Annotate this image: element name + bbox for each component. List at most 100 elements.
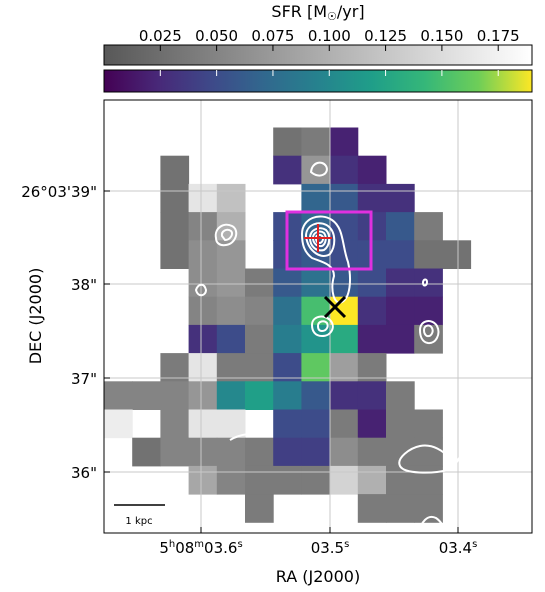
colorbar-gray [103,44,533,66]
contour-bottom-corner [419,516,447,533]
sfr-pixel [160,155,190,185]
sfr-pixel [216,324,246,354]
sfr-pixel [273,155,302,185]
sfr-pixel [386,240,415,269]
sfr-pixel [245,296,274,326]
sfr-pixel [357,381,387,410]
sfr-pixel [357,183,387,213]
sfr-pixel [273,353,302,382]
sfr-pixel [301,465,331,495]
sfr-pixel [216,183,246,213]
scale-bar: 1 kpc [114,504,165,527]
sfr-pixel [386,324,415,354]
contour-main-3 [308,227,331,252]
sfr-pixels [104,127,472,523]
sfr-pixel [386,465,415,495]
sfr-pixel [386,183,415,213]
sfr-pixel [386,381,415,410]
x-axis-title: RA (J2000) [276,567,360,586]
sfr-pixel [414,268,443,298]
sfr-pixel [273,409,302,439]
sfr-pixel [160,240,190,269]
sfr-pixel [104,381,133,410]
black-x-marker [323,295,347,319]
sfr-pixel [301,268,331,298]
y-tick-label-2: 38" [71,276,97,294]
sfr-pixel [273,437,302,467]
sfr-pixel [216,409,246,439]
axis-ticks [104,190,459,533]
sfr-pixel [329,465,359,495]
sfr-pixel [273,381,302,410]
colorbar-tick-label: 0.025 [139,27,182,45]
sfr-pixel [301,353,331,382]
sfr-pixel [357,268,387,298]
sfr-pixel [216,465,246,495]
colorbar-tick-label: 0.150 [420,27,463,45]
sfr-pixel [160,212,190,241]
contour-main-2 [304,222,336,257]
sfr-pixel [188,353,218,382]
sfr-pixel [386,212,415,241]
sfr-pixel [188,212,218,241]
sfr-pixel [329,183,359,213]
sfr-pixel [386,437,415,467]
sfr-pixel [188,268,218,298]
colorbar-tick-label: 0.075 [251,27,294,45]
contour-top-right [449,171,453,191]
y-tick-label-4: 36" [71,464,97,482]
sfr-pixel [329,127,359,157]
sfr-pixel [245,268,274,298]
colorbar-title: SFR [M☉/yr] [271,2,364,23]
sfr-pixel [245,494,274,523]
x-tick-label-2: 03.5s [311,539,350,557]
x-tick-label-3: 03.4s [439,539,478,557]
plot-frame [103,99,533,534]
sfr-pixel [160,353,190,382]
sfr-pixel [329,381,359,410]
sfr-pixel [386,296,415,326]
sfr-pixel [216,353,246,382]
contour-lower-2 [316,320,329,333]
sfr-pixel [414,465,443,495]
contour-left [214,223,238,247]
sfr-pixel [160,183,190,213]
contour-left-2 [220,228,234,242]
sfr-pixel [357,324,387,354]
sfr-pixel [414,409,443,439]
highlight-box [285,210,373,271]
contour-lower [310,315,334,338]
sfr-pixel [301,155,331,185]
contour-top [309,161,328,177]
contour-bottom-right [398,444,532,474]
sfr-pixel [273,268,302,298]
sfr-pixel [357,465,387,495]
sfr-pixel [329,353,359,382]
sfr-pixel [188,409,218,439]
sfr-pixel [273,324,302,354]
sfr-pixel [188,465,218,495]
sfr-pixel [357,409,387,439]
sfr-pixel [357,296,387,326]
sfr-pixel [386,409,415,439]
sfr-pixel [188,183,218,213]
sfr-pixel [414,437,443,467]
red-cross-marker [304,224,332,252]
sfr-pixel [357,155,387,185]
sfr-pixel [301,437,331,467]
scale-bar-label: 1 kpc [125,516,152,527]
sfr-pixel [160,409,190,439]
contour-right-2 [422,324,434,338]
sfr-pixel [301,409,331,439]
sfr-pixel [329,155,359,185]
sfr-pixel [160,437,190,467]
sfr-pixel [188,296,218,326]
sfr-pixel [132,381,161,410]
sfr-pixel [414,240,443,269]
colorbar-gray-ticks [159,45,499,51]
sfr-pixel [273,127,302,157]
sfr-pixel [329,324,359,354]
sfr-pixel [188,381,218,410]
contour-small-right [421,278,429,287]
